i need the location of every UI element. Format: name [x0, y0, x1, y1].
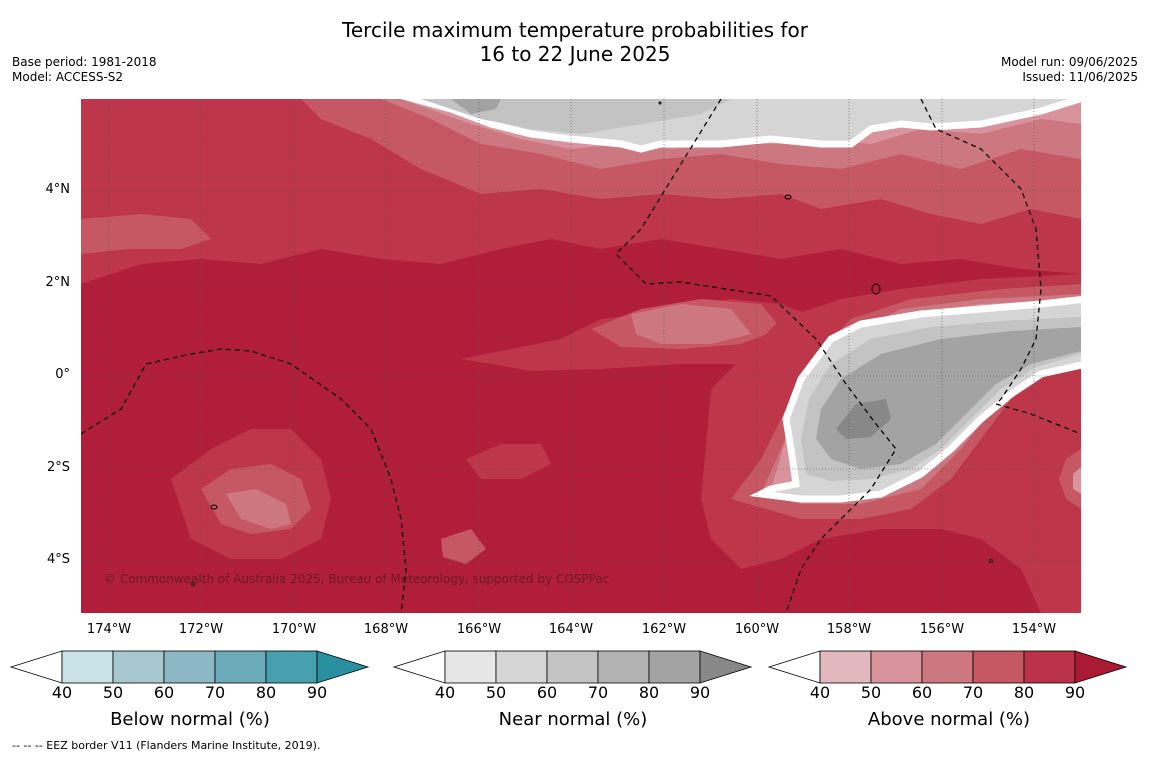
colorbar-segment: [921, 650, 974, 684]
colorbar-segment: [1023, 650, 1076, 684]
cbar0-tick-70: 70: [204, 683, 226, 702]
cbar1-tick-80: 80: [638, 683, 660, 702]
cbar1-tick-70: 70: [587, 683, 609, 702]
colorbar-below-normal: [10, 650, 370, 684]
cbar0-tick-50: 50: [102, 683, 124, 702]
above-normal-zone-s-2: [441, 529, 486, 564]
colorbar-high-triangle: [699, 650, 753, 684]
lon-label-168w: 168°W: [363, 622, 409, 637]
above-normal-zone-central-3: [631, 304, 751, 344]
lat-label-2n: 2°N: [45, 275, 71, 290]
colorbar-low-triangle: [768, 650, 821, 684]
lon-label-162w: 162°W: [641, 622, 687, 637]
copyright-text: © Commonwealth of Australia 2025, Bureau…: [104, 572, 610, 586]
cbar1-tick-90: 90: [689, 683, 711, 702]
above-normal-zone-west-2: [81, 99, 331, 169]
near-normal-zone-north-2: [421, 99, 731, 134]
title-line-2: 16 to 22 June 2025: [479, 42, 671, 66]
colorbar-near-normal: [393, 650, 753, 684]
colorbar-low-triangle: [10, 650, 63, 684]
cbar2-tick-60: 60: [911, 683, 933, 702]
cbar0-tick-40: 40: [51, 683, 73, 702]
cbar2-tick-50: 50: [860, 683, 882, 702]
cbar2-tick-70: 70: [962, 683, 984, 702]
title-line-1: Tercile maximum temperature probabilitie…: [342, 18, 808, 42]
above-normal-zone-west: [81, 214, 211, 254]
colorbar-segment: [163, 650, 216, 684]
cbar0-tick-60: 60: [153, 683, 175, 702]
lon-label-158w: 158°W: [826, 622, 872, 637]
lon-label-172w: 172°W: [178, 622, 224, 637]
map-panel: [81, 99, 1081, 613]
above-normal-zone-right-edge: [1059, 449, 1081, 509]
colorbar-segment: [648, 650, 701, 684]
colorbar-segment: [597, 650, 650, 684]
lon-label-160w: 160°W: [734, 622, 780, 637]
cbar-title-near: Near normal (%): [498, 709, 648, 730]
issued-date: Issued: 11/06/2025: [1022, 70, 1138, 84]
colorbar-above-normal: [768, 650, 1128, 684]
colorbar-high-triangle: [1074, 650, 1128, 684]
colorbar-segment: [214, 650, 267, 684]
colorbar-segment: [444, 650, 497, 684]
cbar2-tick-40: 40: [809, 683, 831, 702]
colorbar-segment: [819, 650, 872, 684]
near-normal-zone-north-3: [451, 99, 501, 114]
colorbar-segment: [265, 650, 318, 684]
colorbar-segment: [112, 650, 165, 684]
lon-label-170w: 170°W: [271, 622, 317, 637]
eez-border: [81, 99, 1081, 613]
cbar1-tick-60: 60: [536, 683, 558, 702]
colorbar-low-triangle: [393, 650, 446, 684]
lat-label-4s: 4°S: [46, 552, 70, 567]
cbar2-tick-90: 90: [1064, 683, 1086, 702]
map-title: Tercile maximum temperature probabilitie…: [0, 18, 1150, 66]
lon-label-164w: 164°W: [548, 622, 594, 637]
model-run: Model run: 09/06/2025: [1000, 55, 1138, 69]
near-normal-zone-east-3: [816, 327, 1081, 469]
colorbar-segment: [495, 650, 548, 684]
cbar-title-above: Above normal (%): [867, 709, 1031, 730]
cbar0-tick-90: 90: [306, 683, 328, 702]
above-normal-zone-right-edge-2: [1073, 467, 1081, 494]
colorbar-segment: [870, 650, 923, 684]
cbar1-tick-40: 40: [434, 683, 456, 702]
lat-label-4n: 4°N: [45, 182, 71, 197]
colorbar-segment: [61, 650, 114, 684]
colorbar-high-triangle: [316, 650, 370, 684]
cbar2-tick-80: 80: [1013, 683, 1035, 702]
above-normal-zone-sw-3: [226, 489, 291, 529]
above-normal-zone-s: [466, 444, 551, 479]
cbar-title-below: Below normal (%): [110, 709, 270, 730]
cbar0-tick-80: 80: [255, 683, 277, 702]
lat-label-0: 0°: [55, 367, 70, 382]
model-name: Model: ACCESS-S2: [12, 70, 124, 84]
cbar1-tick-50: 50: [485, 683, 507, 702]
lon-label-154w: 154°W: [1011, 622, 1057, 637]
near-normal-zone-east-4: [836, 399, 891, 439]
lon-label-166w: 166°W: [456, 622, 502, 637]
colorbar-segment: [546, 650, 599, 684]
lon-label-174w: 174°W: [86, 622, 132, 637]
lon-label-156w: 156°W: [919, 622, 965, 637]
meta-right: Model run: 09/06/2025 Issued: 11/06/2025: [1001, 55, 1138, 85]
meta-left: Base period: 1981-2018 Model: ACCESS-S2: [12, 55, 157, 85]
footer-eez-note: -- -- -- EEZ border V11 (Flanders Marine…: [12, 739, 321, 752]
lat-label-2s: 2°S: [46, 460, 70, 475]
colorbar-segment: [972, 650, 1025, 684]
base-period: Base period: 1981-2018: [12, 55, 157, 69]
islands: [191, 101, 993, 586]
